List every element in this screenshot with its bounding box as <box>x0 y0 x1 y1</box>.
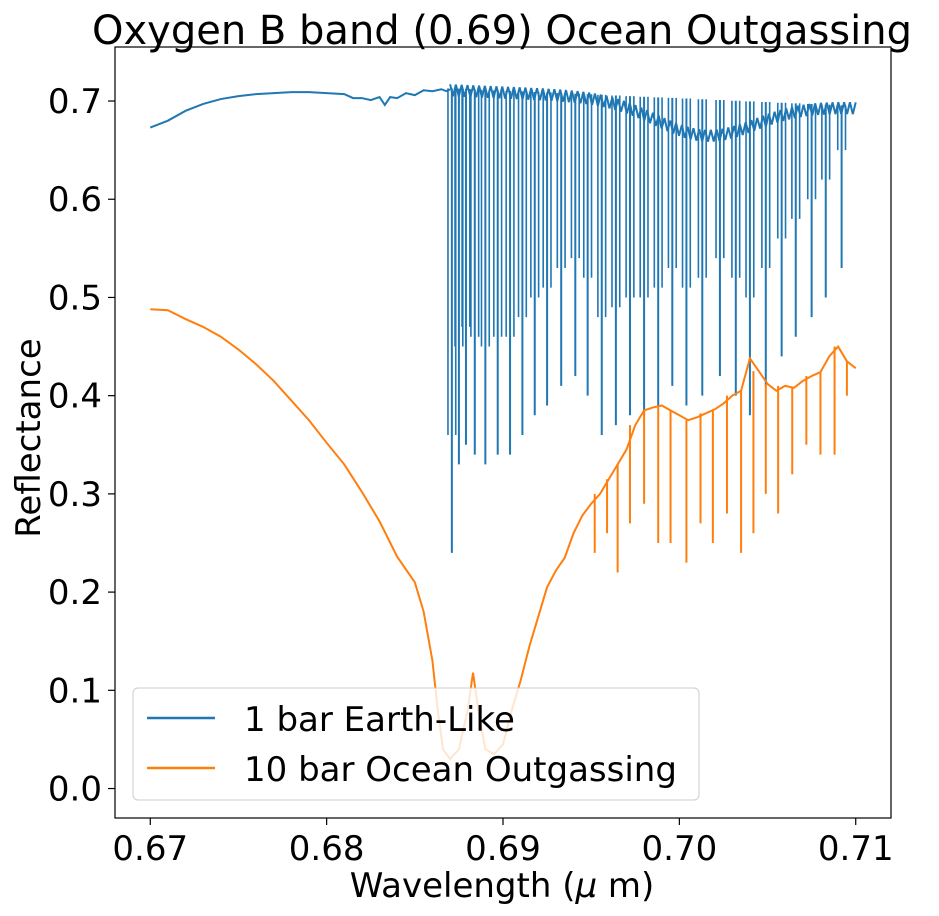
y-tick-label: 0.1 <box>48 671 102 711</box>
x-tick-label: 0.70 <box>642 829 718 869</box>
y-tick-label: 0.2 <box>48 573 102 613</box>
y-tick-label: 0.5 <box>48 278 102 318</box>
series-line-1-bar-earth-like <box>149 84 857 553</box>
x-axis-label-mu: μ <box>574 866 597 906</box>
x-axis-label: Wavelength (μ m) <box>350 866 655 906</box>
y-axis-label: Reflectance <box>9 338 49 537</box>
x-axis: 0.67 0.68 0.69 0.70 0.71 <box>112 818 894 869</box>
series-line-10-bar-ocean-outgassing <box>150 308 857 761</box>
x-tick-label: 0.69 <box>465 829 541 869</box>
x-tick-label: 0.67 <box>112 829 188 869</box>
y-tick-label: 0.7 <box>48 82 102 122</box>
series-1-bar-earth-like-band-envelope <box>449 84 857 142</box>
y-tick-label: 0.0 <box>48 770 102 810</box>
plot-area <box>149 84 857 761</box>
y-tick-label: 0.3 <box>48 475 102 515</box>
chart-title: Oxygen B band (0.69) Ocean Outgassing <box>92 8 912 54</box>
series-10-bar-ocean-outgassing-line <box>150 308 857 761</box>
y-axis: 0.0 0.1 0.2 0.3 0.4 0.5 0.6 0.7 <box>48 82 115 810</box>
x-tick-label: 0.71 <box>818 829 894 869</box>
legend-box <box>132 687 700 801</box>
legend-label-10-bar-ocean-outgassing: 10 bar Ocean Outgassing <box>244 750 677 790</box>
x-axis-label-pre: Wavelength ( <box>350 866 576 906</box>
legend: 1 bar Earth-Like 10 bar Ocean Outgassing <box>132 687 700 801</box>
x-tick-label: 0.68 <box>289 829 365 869</box>
series-1-bar-earth-like-continuum <box>149 88 451 129</box>
x-axis-label-post: m) <box>597 866 654 906</box>
legend-label-1-bar-earth-like: 1 bar Earth-Like <box>244 700 515 740</box>
y-tick-label: 0.6 <box>48 180 102 220</box>
y-tick-label: 0.4 <box>48 377 102 417</box>
